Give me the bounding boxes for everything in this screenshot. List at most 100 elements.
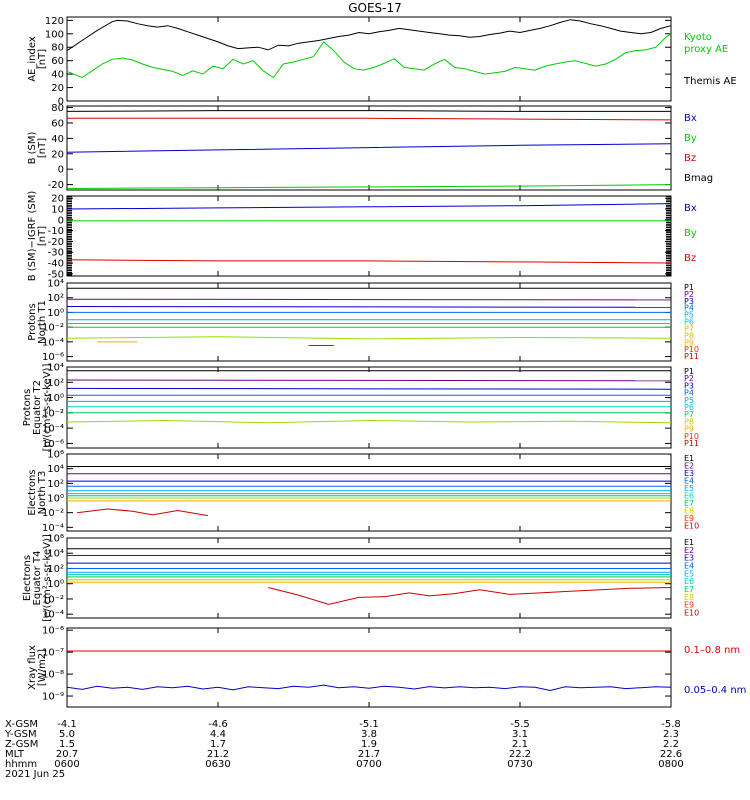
ephemeris-value: 0730 [507, 759, 532, 770]
y-tick-label: 0 [58, 215, 64, 226]
y-tick-label: -30 [48, 248, 64, 259]
panel-e4: 10⁻⁴ 10⁻² 10⁰ 10² 10⁴ 10⁶ Electrons Equator T4[… [22, 534, 699, 622]
series-bx [66, 203, 672, 210]
legend-entry: P4 [684, 389, 694, 398]
legend-entry: E10 [684, 522, 699, 531]
series-0-05-0-4-nm [66, 684, 672, 692]
ephemeris-value: -4.6 [208, 719, 228, 730]
panel-frame [66, 453, 672, 532]
y-axis-label: North T1 [37, 300, 48, 344]
legend-entry: P10 [684, 432, 699, 441]
ephemeris-value: 4.4 [210, 729, 226, 740]
y-tick-label: -20 [48, 237, 64, 248]
legend-entry: E3 [684, 554, 694, 563]
legend-entry: E6 [684, 577, 694, 586]
legend-entry: Bx [684, 203, 697, 214]
plot-date: 2021 Jun 25 [5, 769, 65, 780]
y-axis-label: [p/(cm²-s-sr-keV)] [42, 364, 53, 452]
ephemeris-value: 0600 [54, 759, 79, 770]
legend-entry: P6 [684, 403, 694, 412]
y-axis-label: [e/(cm²-s-sr-keV)] [42, 534, 53, 622]
ephemeris-value: 0630 [205, 759, 230, 770]
y-tick-label: 10⁶ [47, 450, 64, 461]
ephemeris-value: -4.1 [57, 719, 77, 730]
y-tick-label: 10⁴ [47, 549, 64, 560]
y-tick-label: 40 [51, 70, 64, 81]
y-tick-label: 10⁻² [42, 323, 64, 334]
y-tick-label: 10⁰ [47, 393, 64, 404]
ephemeris-label: X-GSM [5, 719, 38, 730]
y-axis-label: Equator T2 [32, 380, 43, 435]
y-tick-label: 10⁻⁶ [42, 626, 64, 637]
y-tick-label: -50 [48, 269, 64, 280]
y-tick-label: 10⁰ [47, 308, 64, 319]
series-p2 [66, 298, 672, 301]
legend-entry: P8 [684, 417, 694, 426]
series-bmag [66, 110, 671, 112]
y-tick-label: 10 [51, 204, 64, 215]
ephemeris-value: -5.1 [359, 719, 379, 730]
legend-entry: E10 [684, 609, 699, 618]
legend-entry: P2 [684, 290, 694, 299]
series-p3 [66, 306, 672, 308]
legend-entry: proxy AE [684, 44, 728, 55]
y-tick-label: 10⁻² [42, 508, 64, 519]
legend-entry: E2 [684, 546, 694, 555]
panel-p1: 10⁻⁶ 10⁻⁴ 10⁻² 10⁰ 10² 10⁴ Protons North T1 P1P2… [27, 279, 699, 364]
legend-entry: E8 [684, 507, 694, 516]
legend-entry: E7 [684, 499, 694, 508]
ephemeris-value: 21.2 [207, 749, 229, 760]
ephemeris-label: Y-GSM [4, 729, 37, 740]
y-tick-label: -10 [48, 226, 64, 237]
series-bz [67, 117, 672, 121]
ephemeris-label: hhmm [5, 759, 37, 770]
y-tick-label: 40 [51, 134, 64, 145]
legend-entry: By [684, 133, 697, 144]
y-tick-label: 20 [51, 194, 64, 205]
series-bx [66, 143, 672, 153]
y-tick-label: 10⁶ [47, 534, 64, 545]
y-tick-label: 10⁻⁴ [42, 424, 64, 435]
legend-entry: P4 [684, 304, 694, 313]
y-axis-label: Equator T4 [32, 551, 43, 606]
panel-frame [66, 282, 672, 362]
y-tick-label: 20 [51, 149, 64, 160]
ephemeris-value: 1.5 [59, 739, 75, 750]
y-tick-label: 60 [51, 56, 64, 67]
y-axis-label: Protons [27, 303, 38, 340]
ephemeris-value: 1.7 [210, 739, 226, 750]
y-tick-label: 0 [58, 165, 64, 176]
y-axis-label: B (SM)−IGRF (SM) [27, 191, 38, 282]
y-tick-label: 20 [51, 83, 64, 94]
y-tick-label: 120 [45, 16, 64, 27]
y-axis-label: [W/m2] [37, 649, 48, 686]
panel-bsm: -20 0 20 40 60 80 B (SM) [nT] Bx By Bz Bmag [27, 103, 713, 191]
y-axis-label: North T3 [37, 471, 48, 515]
legend-entry: Bz [684, 253, 696, 264]
legend-entry: E8 [684, 593, 694, 602]
series-e10 [268, 587, 672, 605]
ephemeris-value: 22.2 [509, 749, 531, 760]
y-tick-label: 10⁻⁴ [42, 610, 64, 621]
legend-entry: P7 [684, 324, 694, 333]
legend-entry: E1 [684, 538, 694, 547]
ephemeris-value: 0800 [658, 759, 683, 770]
panel-frame [66, 627, 672, 708]
y-tick-label: 10⁻⁴ [42, 337, 64, 348]
y-tick-label: 10² [47, 378, 64, 389]
legend-entry: E4 [684, 562, 694, 571]
legend-entry: E4 [684, 477, 694, 486]
legend-entry: P5 [684, 396, 694, 405]
legend-entry: E9 [684, 601, 694, 610]
legend-entry: P1 [684, 367, 694, 376]
y-axis-label: [nT] [37, 49, 48, 69]
series-themis-ae [66, 19, 672, 52]
y-tick-label: 60 [51, 118, 64, 129]
legend-entry: By [684, 228, 697, 239]
legend-entry: E6 [684, 492, 694, 501]
legend-entry: E5 [684, 569, 694, 578]
legend-entry: E9 [684, 514, 694, 523]
y-tick-label: 10⁴ [47, 279, 64, 290]
